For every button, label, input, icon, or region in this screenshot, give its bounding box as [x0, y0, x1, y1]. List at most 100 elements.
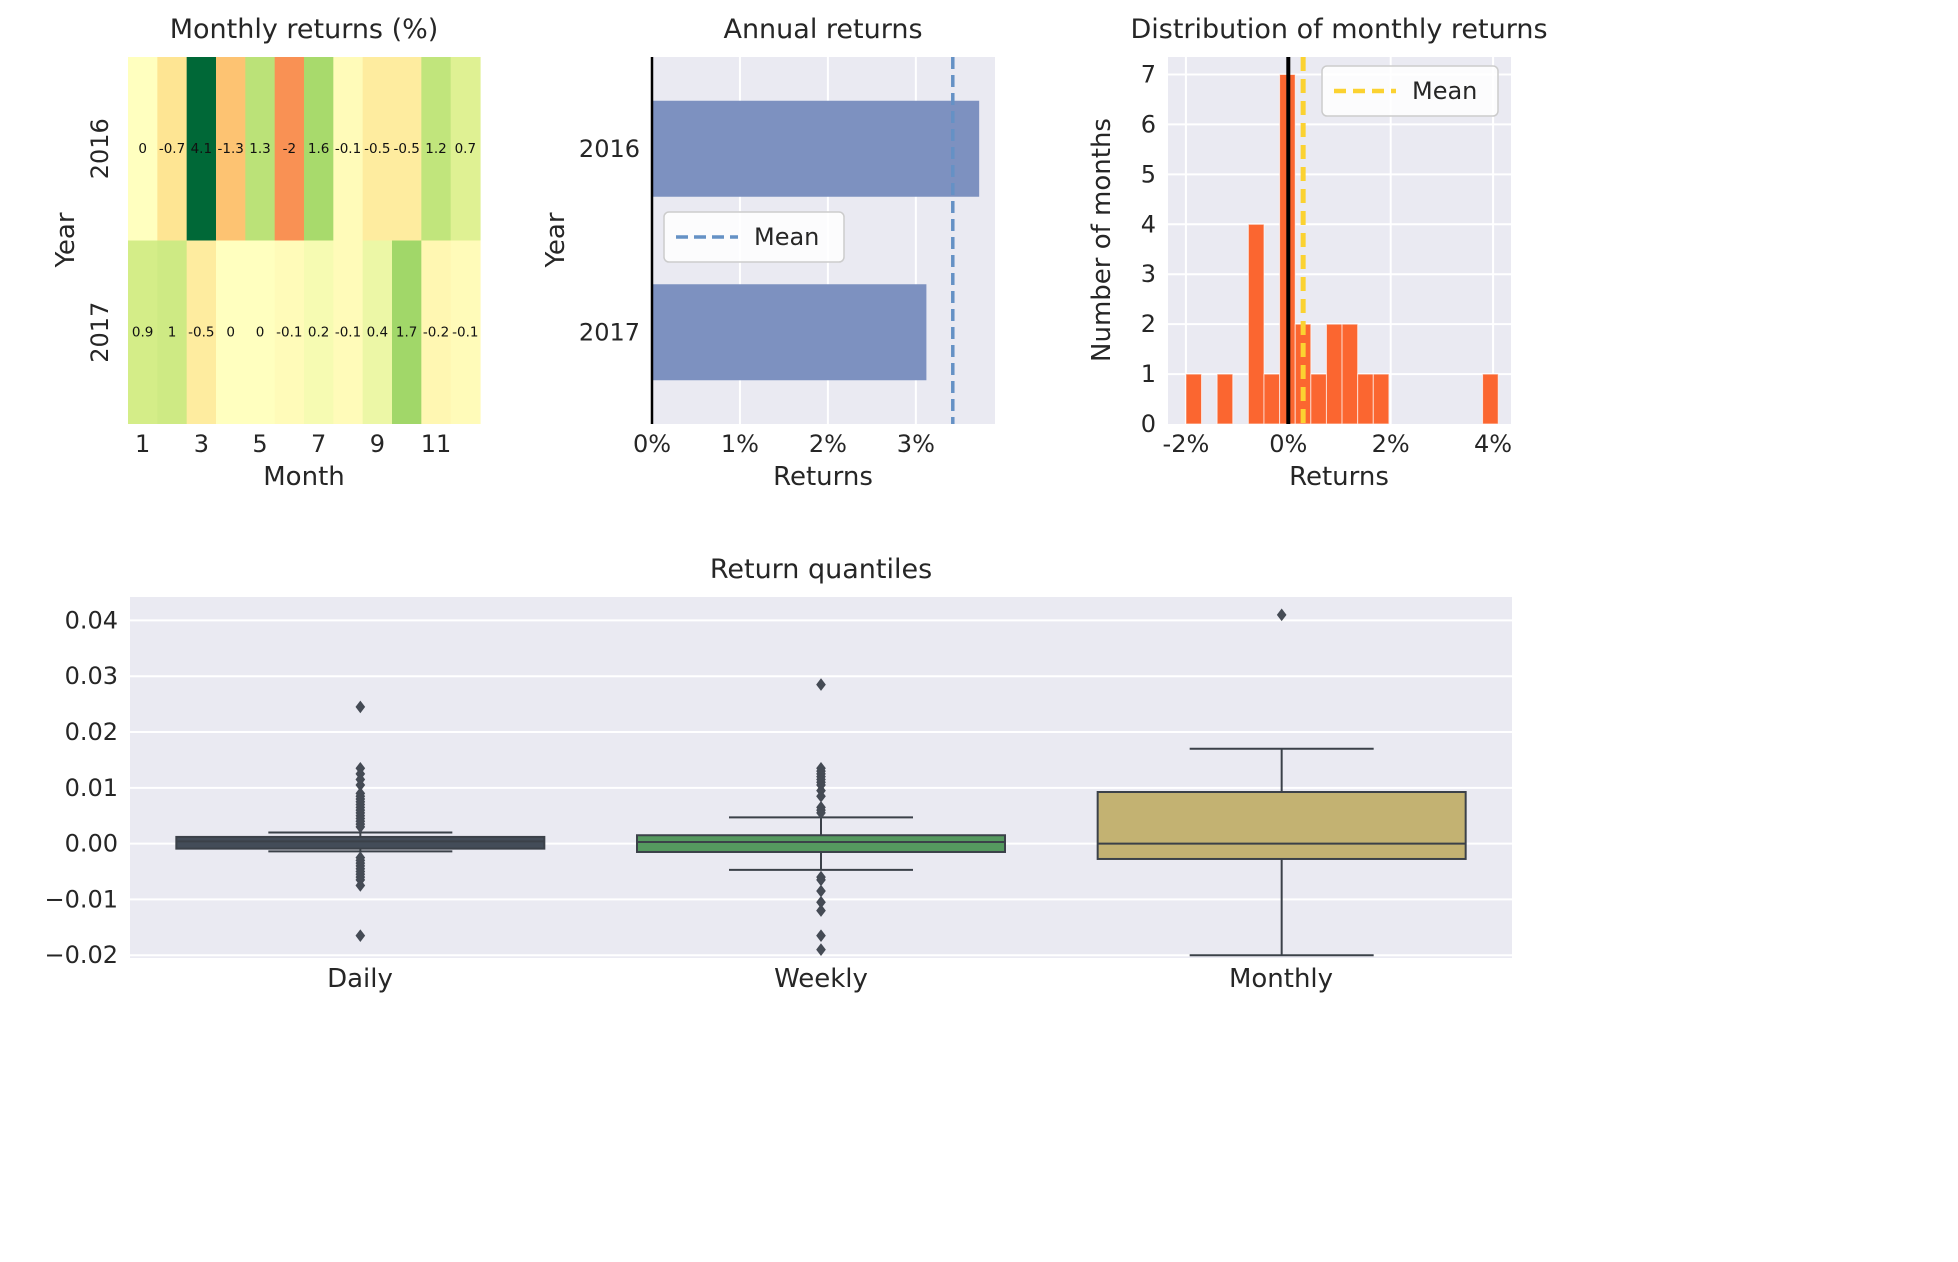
- heatmap-cell-value: 1: [168, 324, 177, 340]
- heatmap-xtick: 5: [252, 430, 267, 458]
- quantiles-ytick: 0.00: [65, 830, 118, 858]
- outlier-marker: [816, 806, 826, 820]
- hist-bar: [1325, 323, 1343, 425]
- heatmap-cell-value: 1.7: [396, 324, 417, 340]
- heatmap-cell-value: 1.6: [308, 141, 329, 157]
- hist-bar: [1310, 373, 1327, 425]
- heatmap-cell-value: 0.4: [367, 324, 388, 340]
- heatmap-cell-value: -0.1: [335, 141, 361, 157]
- quantiles-ytick: 0.04: [65, 606, 118, 634]
- annual-returns-chart: 2016 2017 0% 1% 2% 3% Mean: [579, 57, 995, 458]
- quantiles-ytick: 0.03: [65, 662, 118, 690]
- outlier-marker: [355, 929, 366, 943]
- annual-bar-2017: [652, 284, 927, 381]
- iqr-box: [1096, 791, 1467, 860]
- box-weekly: [636, 678, 1006, 956]
- dist-ytick: 3: [1141, 260, 1156, 288]
- heatmap-cell: [333, 57, 364, 241]
- distribution-y-axis-label: Number of months: [1087, 118, 1117, 362]
- heatmap-cell: [186, 57, 217, 241]
- hist-bar: [1263, 373, 1281, 425]
- outlier-marker: [1276, 608, 1287, 622]
- heatmap-cell: [274, 57, 305, 241]
- annual-ytick-2016: 2016: [579, 135, 640, 163]
- dist-ytick: 2: [1141, 310, 1156, 338]
- heatmap-cell: [157, 57, 188, 241]
- hist-bar: [1372, 373, 1390, 425]
- heatmap-cell-value: 1.3: [249, 141, 270, 157]
- heatmap-cell-value: 0.9: [132, 324, 153, 340]
- heatmap-cell: [216, 57, 246, 241]
- annual-xtick: 3%: [897, 430, 935, 458]
- quantiles-ytick: 0.02: [65, 718, 118, 746]
- heatmap-y-axis-label: Year: [51, 212, 81, 268]
- dist-xtick: 2%: [1372, 430, 1410, 458]
- dist-ytick: 4: [1141, 210, 1156, 238]
- dist-ytick: 7: [1141, 60, 1156, 88]
- heatmap-cell-value: 4.1: [191, 141, 212, 157]
- heatmap-cell: [216, 240, 246, 424]
- heatmap-cell: [186, 240, 217, 424]
- hist-bar: [1247, 223, 1265, 425]
- dist-ytick: 1: [1141, 360, 1156, 388]
- heatmap-cell-value: 0.7: [455, 141, 476, 157]
- quantiles-ytick: −0.01: [44, 885, 118, 913]
- heatmap-cell-value: -0.1: [452, 324, 478, 340]
- outlier-marker: [816, 904, 826, 917]
- heatmap-cell-value: -0.5: [364, 141, 390, 157]
- monthly-returns-distribution: 0 1 2 3 4 5 6 7 -2% 0% 2% 4% Mean: [1141, 57, 1512, 458]
- outlier-marker: [816, 678, 826, 691]
- hist-bar: [1341, 323, 1359, 425]
- box-monthly: [1096, 608, 1467, 957]
- annual-x-axis-label: Returns: [773, 462, 873, 492]
- heatmap-cell: [421, 240, 452, 424]
- outlier-marker: [355, 700, 366, 714]
- heatmap-cell: [304, 240, 334, 424]
- heatmap-xtick: 11: [421, 430, 452, 458]
- hist-bar: [1185, 373, 1203, 425]
- distribution-x-axis-label: Returns: [1289, 462, 1389, 492]
- heatmap-cell-value: -0.5: [393, 141, 419, 157]
- annual-y-axis-label: Year: [541, 212, 571, 268]
- heatmap-cell: [157, 240, 188, 424]
- heatmap-xtick: 1: [135, 430, 150, 458]
- heatmap-ytick-2016: 2016: [86, 118, 114, 179]
- outlier-marker: [355, 820, 366, 834]
- heatmap-cell-value: 0: [256, 324, 265, 340]
- heatmap-cell: [392, 57, 422, 241]
- heatmap-cell: [362, 57, 393, 241]
- heatmap-x-axis-label: Month: [263, 462, 345, 492]
- annual-ytick-2017: 2017: [579, 318, 640, 346]
- quantiles-ytick: −0.02: [44, 941, 118, 969]
- box-daily: [175, 700, 546, 943]
- quantiles-category-daily: Daily: [327, 964, 393, 994]
- annual-xtick: 2%: [809, 430, 847, 458]
- iqr-box: [175, 835, 546, 850]
- dist-ytick: 0: [1141, 410, 1156, 438]
- heatmap-cell-value: 1.2: [425, 141, 446, 157]
- heatmap-cell: [274, 240, 305, 424]
- heatmap-cell: [450, 57, 481, 241]
- distribution-title: Distribution of monthly returns: [1130, 14, 1548, 45]
- dist-xtick: 4%: [1474, 430, 1512, 458]
- heatmap-cell-value: 0: [138, 141, 147, 157]
- hist-bar: [1216, 373, 1234, 425]
- heatmap-cell-value: -0.1: [276, 324, 302, 340]
- hist-bar: [1357, 373, 1374, 425]
- heatmap-cell: [304, 57, 334, 241]
- heatmap-cell: [245, 57, 276, 241]
- heatmap-cell-value: -0.1: [335, 324, 361, 340]
- heatmap-cell-value: -2: [283, 141, 296, 157]
- heatmap-cell-value: 0: [226, 324, 235, 340]
- heatmap-cell: [333, 240, 364, 424]
- heatmap-cell-value: -0.7: [159, 141, 185, 157]
- dist-ytick: 5: [1141, 160, 1156, 188]
- heatmap-cell: [450, 240, 481, 424]
- annual-bar-2016: [652, 100, 980, 197]
- annual-returns-title: Annual returns: [723, 14, 923, 45]
- legend-label: Mean: [754, 223, 819, 251]
- outlier-marker: [816, 943, 826, 956]
- heatmap-cell: [128, 57, 158, 241]
- heatmap-cell-value: 0.2: [308, 324, 329, 340]
